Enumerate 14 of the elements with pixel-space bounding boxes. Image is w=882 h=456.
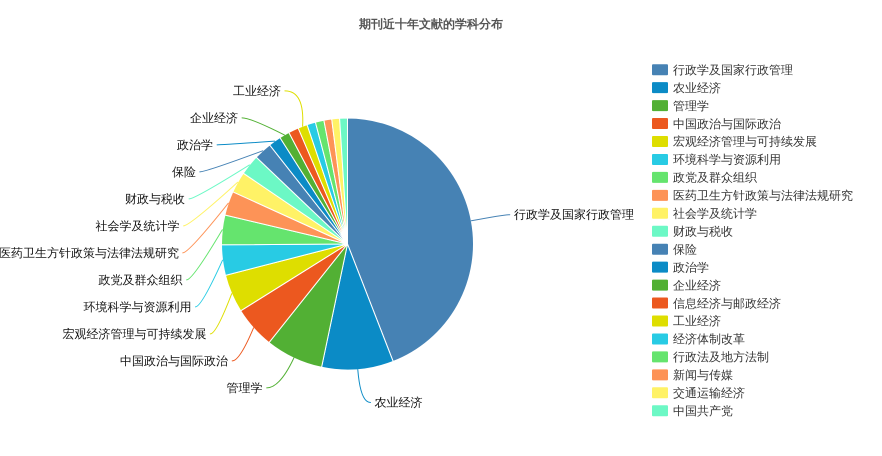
label: 财政与税收 xyxy=(125,192,186,206)
label: 政党及群众组织 xyxy=(98,272,183,287)
label: 环境科学与资源利用 xyxy=(83,300,192,314)
label: 政治学 xyxy=(177,138,214,152)
label: 中国政治与国际政治 xyxy=(120,354,228,368)
label: 社会学及统计学 xyxy=(96,218,180,233)
label: 保险 xyxy=(172,164,196,179)
label: 企业经济 xyxy=(190,110,238,125)
label: 农业经济 xyxy=(374,395,422,410)
label: 宏观经济管理与可持续发展 xyxy=(62,326,206,341)
title: 期刊近十年文献的学科分布 xyxy=(359,17,503,31)
label: 行政学及国家行政管理 xyxy=(514,208,634,222)
label: 管理学 xyxy=(226,380,263,395)
label: 工业经济 xyxy=(232,84,281,98)
